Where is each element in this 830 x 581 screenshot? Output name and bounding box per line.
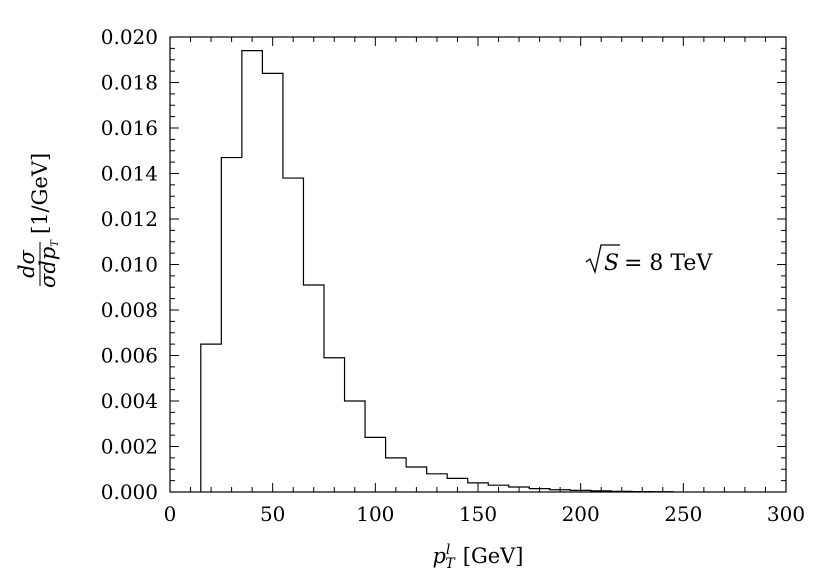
x-tick-label: 50 (260, 502, 285, 526)
y-tick-label: 0.006 (101, 344, 158, 368)
x-label-sub: T (445, 556, 456, 572)
x-tick-label: 250 (664, 502, 702, 526)
y-tick-labels: 0.000 0.002 0.004 0.006 0.008 0.010 0.012 0.014… (101, 25, 158, 504)
x-tick-label: 150 (459, 502, 497, 526)
histogram-bin (345, 401, 366, 492)
y-tick-label: 0.020 (101, 25, 158, 49)
histogram-bin (221, 158, 242, 492)
sqrt-sign (585, 244, 620, 275)
histogram-bin (201, 344, 222, 492)
x-tick-label: 0 (164, 502, 177, 526)
y-tick-label: 0.008 (101, 298, 158, 322)
annotation-text: = 8 TeV (624, 251, 713, 276)
x-label-unit: [GeV] (463, 544, 524, 568)
energy-annotation: S = 8 TeV (585, 244, 713, 276)
y-label-den-sub: T (50, 239, 61, 247)
annotation-sqrt-arg: S (604, 251, 619, 276)
y-tick-label: 0.012 (101, 207, 158, 231)
y-tick-label: 0.010 (101, 253, 158, 277)
histogram-bin (386, 458, 407, 492)
histogram-bins (201, 51, 673, 492)
histogram-bin (283, 178, 304, 492)
x-label-main: p (432, 544, 445, 568)
histogram-bin (262, 73, 283, 492)
y-tick-label: 0.004 (101, 389, 158, 413)
y-label-numerator: dσ (15, 249, 39, 277)
x-label-sup: l (446, 542, 450, 558)
y-tick-label: 0.002 (101, 435, 158, 459)
y-label-den-sigma: σ (36, 273, 60, 288)
x-tick-label: 100 (356, 502, 394, 526)
y-label-denominator: σdpT (36, 239, 61, 288)
x-tick-label: 300 (767, 502, 805, 526)
histogram-bin (303, 285, 324, 492)
y-label-unit: [1/GeV] (28, 153, 52, 234)
histogram-bin (242, 51, 263, 492)
y-tick-label: 0.014 (101, 162, 158, 186)
x-axis-label: pl T [GeV] (432, 542, 523, 572)
y-axis-label: dσ σdpT [1/GeV] (15, 153, 61, 288)
x-tick-label: 200 (562, 502, 600, 526)
x-tick-labels: 0 50 100 150 200 250 300 (164, 502, 805, 526)
ticks (169, 36, 787, 493)
histogram-line (200, 50, 674, 493)
y-tick-label: 0.018 (101, 71, 158, 95)
y-label-den-d: dp (36, 247, 60, 274)
y-tick-label: 0.016 (101, 116, 158, 140)
y-tick-label: 0.000 (101, 480, 158, 504)
histogram-bin (324, 358, 345, 492)
